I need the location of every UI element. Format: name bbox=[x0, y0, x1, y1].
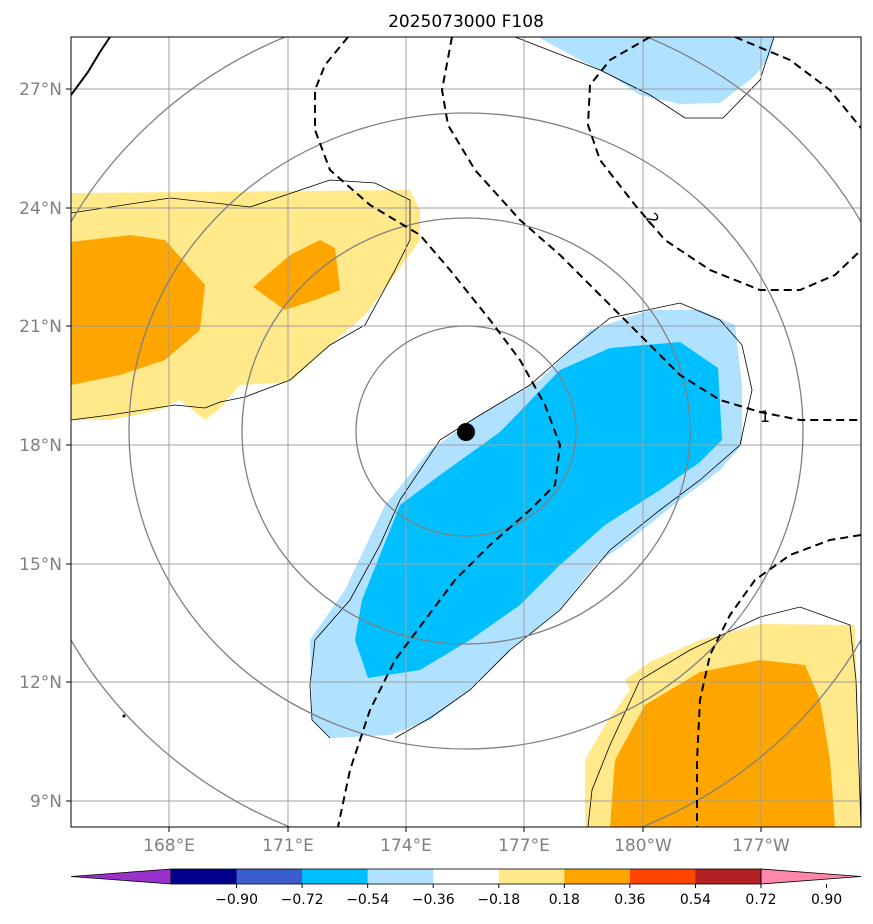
coastline bbox=[71, 37, 111, 96]
lat-label-27: 27°N bbox=[19, 80, 62, 100]
contour-label-1: 1 bbox=[760, 407, 770, 426]
colorbar-tick-label: 0.72 bbox=[745, 892, 776, 908]
dashed-contours bbox=[314, 37, 861, 827]
lon-label-177e: 177°E bbox=[498, 836, 550, 856]
figure-title: 2025073000 F108 bbox=[388, 12, 544, 32]
colorbar-tick-label: 0.18 bbox=[549, 892, 580, 908]
colorbar-tick-label: −0.36 bbox=[412, 892, 455, 908]
lon-label-168e: 168°E bbox=[143, 836, 195, 856]
colorbar-segment bbox=[564, 869, 631, 884]
colorbar-segment bbox=[367, 869, 434, 884]
colorbar-outline bbox=[170, 868, 762, 885]
colorbar-tick-label: −0.72 bbox=[281, 892, 324, 908]
lat-label-24: 24°N bbox=[19, 199, 62, 219]
colorbar-extension-low bbox=[70, 868, 172, 885]
positive-anomaly-west-core-2 bbox=[253, 240, 340, 310]
positive-anomaly-west-core bbox=[71, 235, 205, 385]
lat-label-9: 9°N bbox=[30, 792, 62, 812]
colorbar: −0.90 −0.72 −0.54 −0.36 −0.18 0.18 0.36 0.54 0.7… bbox=[70, 868, 862, 908]
colorbar-tick-label: 0.54 bbox=[680, 892, 711, 908]
lat-label-21: 21°N bbox=[19, 317, 62, 337]
gridlines bbox=[71, 37, 861, 827]
colorbar-tick-label: −0.18 bbox=[477, 892, 520, 908]
lon-label-171e: 171°E bbox=[262, 836, 314, 856]
lon-label-177w: 177°W bbox=[732, 836, 790, 856]
colorbar-tick-label: −0.54 bbox=[346, 892, 389, 908]
lon-label-174e: 174°E bbox=[380, 836, 432, 856]
colorbar-segment bbox=[236, 869, 303, 884]
colorbar-segment bbox=[498, 869, 565, 884]
positive-anomaly-southeast-core bbox=[610, 660, 835, 827]
negative-anomaly-north bbox=[538, 37, 774, 104]
colorbar-tick-label: 0.36 bbox=[614, 892, 645, 908]
colorbar-tick-label: −0.90 bbox=[215, 892, 258, 908]
colorbar-segment bbox=[302, 869, 369, 884]
colorbar-segment bbox=[629, 869, 696, 884]
lon-label-180w: 180°W bbox=[614, 836, 672, 856]
lat-label-15: 15°N bbox=[19, 555, 62, 575]
latitude-axis: 27°N 24°N 21°N 18°N 15°N 12°N 9°N bbox=[19, 80, 71, 812]
distance-rings bbox=[71, 37, 861, 827]
longitude-axis: 168°E 171°E 174°E 177°E 180°W 177°W bbox=[143, 827, 790, 856]
storm-center-marker bbox=[457, 423, 475, 441]
colorbar-extension-high bbox=[760, 868, 862, 885]
lat-label-18: 18°N bbox=[19, 436, 62, 456]
island-dot bbox=[122, 714, 126, 718]
colorbar-segment bbox=[171, 869, 238, 884]
lat-label-12: 12°N bbox=[19, 673, 62, 693]
colorbar-tick-label: 0.90 bbox=[811, 892, 842, 908]
colorbar-segment bbox=[695, 869, 762, 884]
plot-area: 2 1 bbox=[71, 37, 861, 827]
colorbar-segment bbox=[433, 869, 500, 884]
plot-frame bbox=[70, 36, 862, 828]
